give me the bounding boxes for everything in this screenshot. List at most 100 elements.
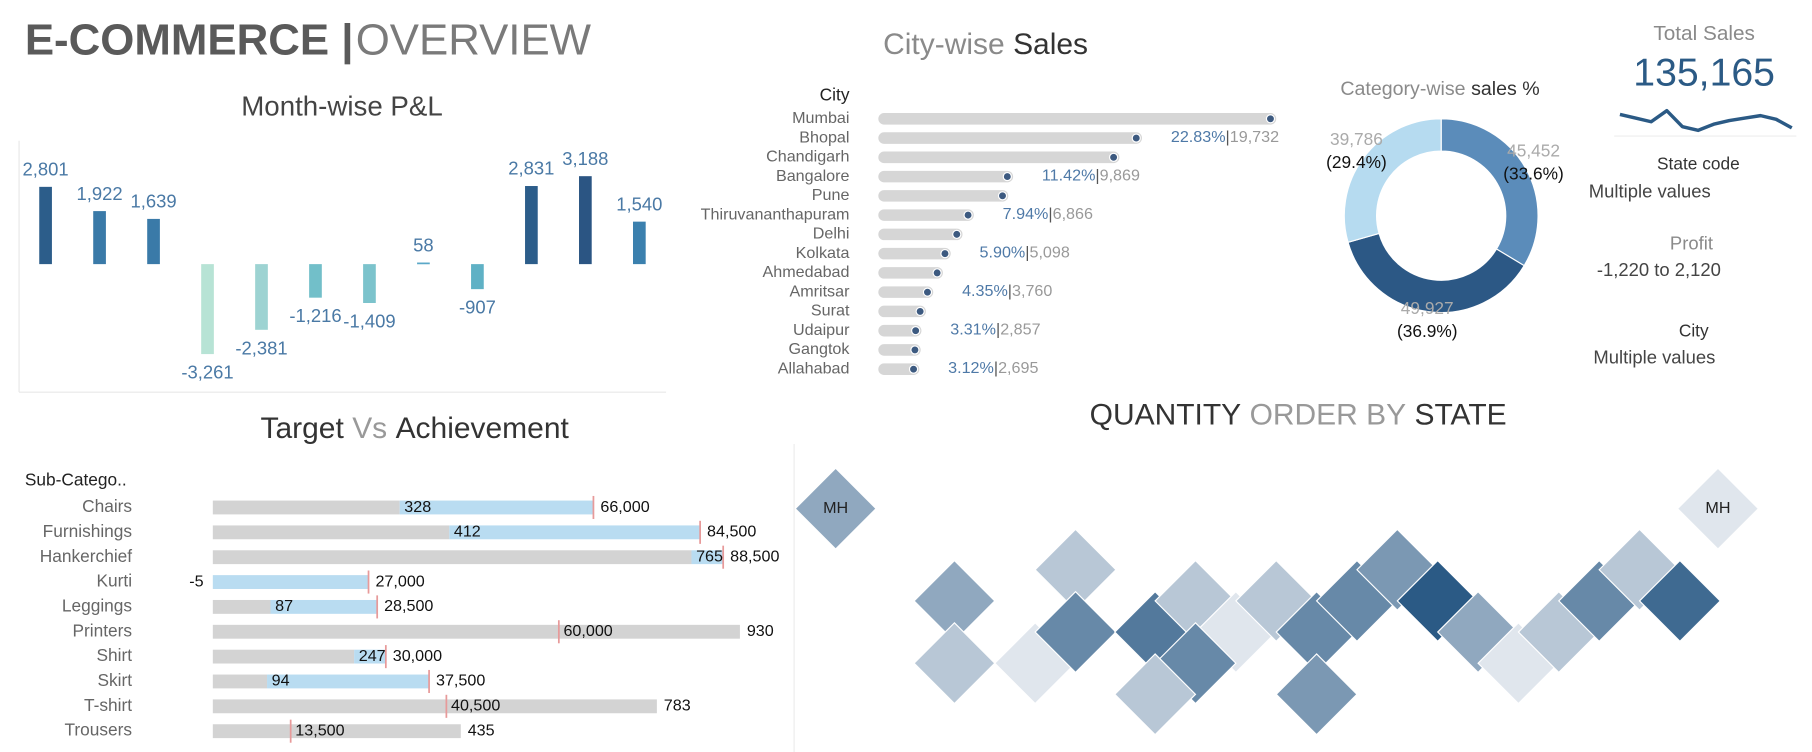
bar [525,186,538,265]
sales-bar [212,525,450,540]
target-line [428,669,430,694]
profit-label: 247 [359,647,386,665]
gap-bar [691,550,724,565]
data-label: -1,216 [289,305,341,326]
state-tile [913,622,996,705]
gap-bar [399,500,594,515]
separator: | [994,359,998,377]
target-label: 30,000 [393,647,442,665]
data-label: 3.31%|2,857 [950,321,1040,339]
target-label: 40,500 [451,697,500,715]
title: E-COMMERCE |OVERVIEW [25,15,592,65]
category-label: Trousers [64,720,132,740]
share-label: (29.4%) [1326,152,1387,172]
state-tile [1034,590,1117,674]
title-part: STATE [1414,398,1506,431]
category-label: Leggings [62,595,133,615]
data-label: 5.90%|5,098 [980,244,1070,262]
sales-bar [212,724,461,739]
data-label: 4.35%|3,760 [962,282,1052,300]
share-label: 11.42% [1042,167,1096,185]
category-label: Chairs [82,496,132,516]
data-label: 3.12%|2,695 [948,359,1038,377]
data-label: 3,188 [562,148,608,169]
bar-track [878,324,922,337]
data-label: 2,831 [508,158,554,179]
category-label: Udaipur [793,321,850,339]
bar-track [878,113,1277,125]
profit-label: 783 [664,697,691,715]
filter-label: City [1679,321,1709,341]
bar-track [878,132,1143,144]
separator: | [1025,244,1029,262]
data-label: 1,639 [130,191,176,212]
title: Target Vs Achievement [261,412,570,445]
sales-bar [212,500,400,515]
title: City-wise Sales [883,28,1088,61]
share-label: (36.9%) [1397,321,1458,341]
filter-value: -1,220 to 2,120 [1597,259,1721,280]
category-label: Shirt [97,645,133,665]
state-label: MH [1705,499,1730,517]
chart-title: Month-wise P&L [241,91,442,122]
title-part: E-COMMERCE | [25,15,354,65]
value-label: 39,786 [1330,129,1383,149]
dot [963,210,973,220]
bar-track [878,209,974,221]
bar-track [878,363,920,375]
category-label: Ahmedabad [763,263,850,281]
value-label: 5,098 [1029,244,1069,262]
title: QUANTITY ORDER BY STATE [1090,398,1507,431]
profit-label: 930 [747,622,774,640]
bar [579,176,592,265]
target-line [557,620,560,644]
dot [932,268,942,278]
axis-label: City [820,84,850,104]
title-part: Sales [1013,28,1088,61]
separator: | [1226,128,1230,146]
title-part: Achievement [396,412,570,445]
filter-label: Profit [1670,232,1713,253]
sales-bar [212,699,657,714]
target-line [367,570,370,594]
category-label: Amritsar [789,282,850,300]
state-tile [1638,559,1722,643]
donut-slice [1347,232,1525,314]
dot [915,306,925,317]
profit-label: 87 [275,597,293,615]
category-label: Furnishings [43,521,133,541]
dot [911,326,921,336]
title-part: OVERVIEW [356,15,592,64]
title-part: Category-wise [1340,78,1465,100]
data-label: 2,801 [23,159,69,180]
sales-bar [212,674,268,689]
category-label: Kolkata [796,244,850,262]
value-label: 19,732 [1230,128,1279,146]
bar [632,221,646,265]
value-label: 9,869 [1100,167,1140,185]
gap-bar [354,649,386,664]
dot [908,364,919,374]
profit-label: 765 [696,547,723,565]
value-label: 6,866 [1053,205,1093,223]
dot [952,229,962,239]
category-label: Skirt [97,670,132,690]
category-label: Hankerchief [40,546,132,566]
category-label: T-shirt [84,695,132,715]
value-label: 3,760 [1012,282,1052,300]
bar [147,218,160,265]
value-label: 49,927 [1401,298,1454,318]
data-label: 22.83%|19,732 [1171,128,1279,146]
share-label: 3.12% [948,359,994,377]
share-label: 5.90% [980,244,1026,262]
category-label: Kurti [97,571,133,591]
profit-label: 412 [454,523,481,541]
dot [1265,114,1276,124]
filter-value: Multiple values [1593,347,1715,368]
value-label: 2,695 [998,359,1038,377]
dot [1131,133,1141,143]
title-part: City-wise [883,28,1005,61]
kpi-label: Total Sales [1653,22,1755,45]
bar [93,211,106,265]
